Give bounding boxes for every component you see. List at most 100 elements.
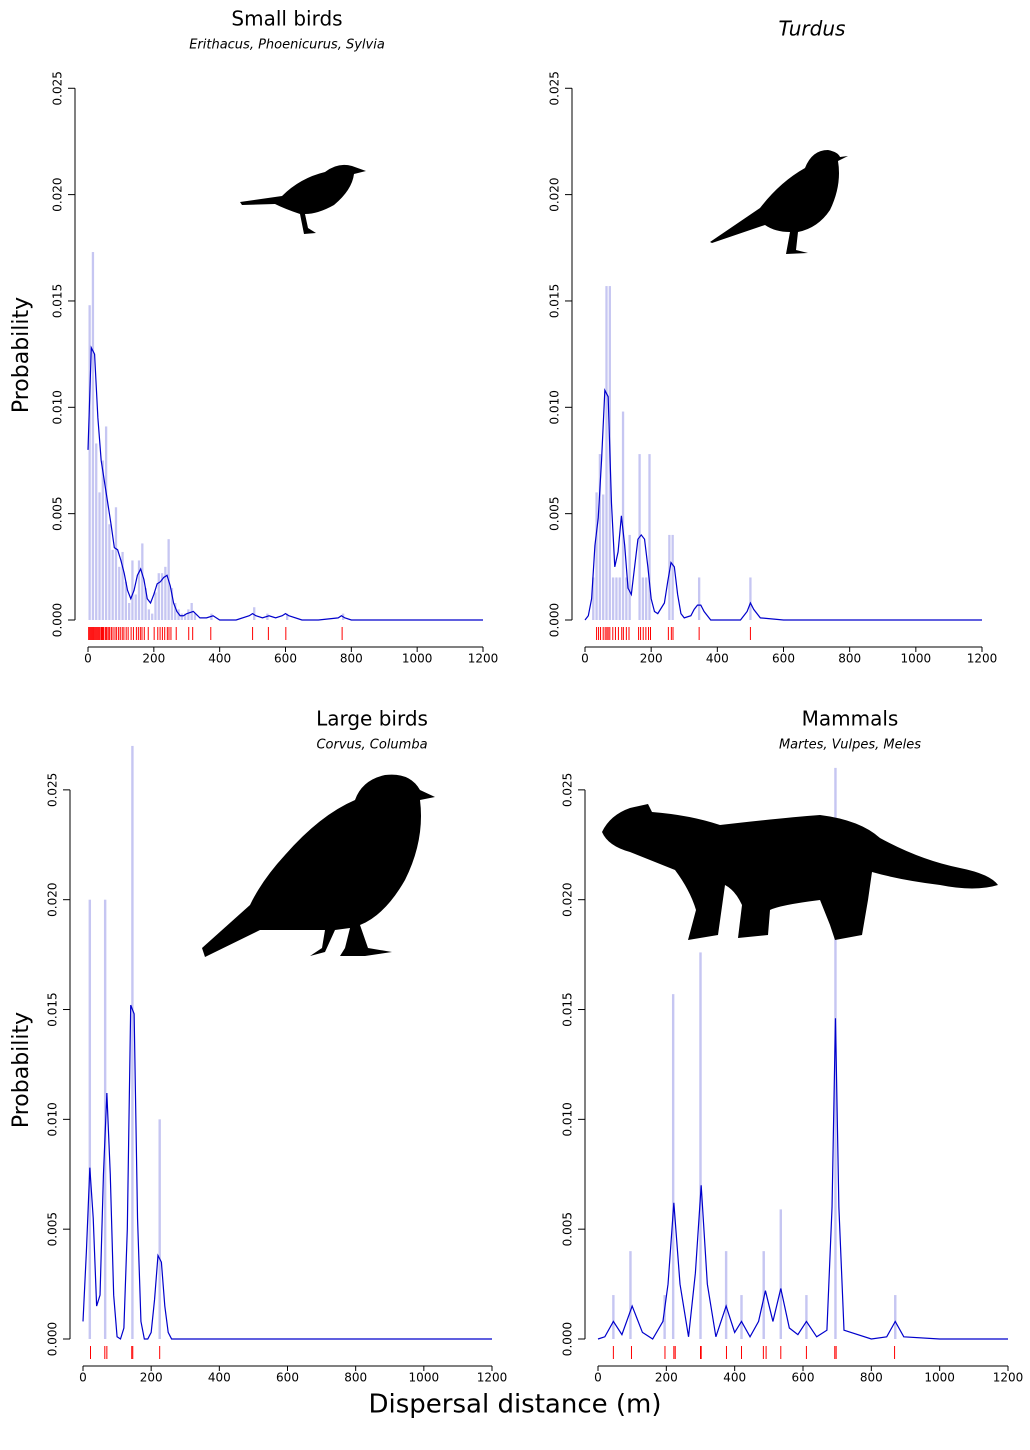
histogram-bar	[89, 305, 91, 620]
x-tick-label: 1200	[993, 1371, 1024, 1385]
histogram-bar	[98, 492, 100, 620]
x-tick-label: 1000	[402, 652, 433, 666]
panel-title: Mammals	[802, 707, 899, 731]
histogram-bar	[725, 1251, 727, 1339]
histogram-bar	[128, 603, 130, 620]
histogram-bar	[672, 994, 674, 1339]
histogram-bar	[151, 614, 153, 620]
y-axis-label: Probability	[9, 297, 34, 413]
y-tick-label: 0.020	[51, 177, 65, 211]
y-tick-label: 0.005	[561, 1212, 575, 1246]
histogram-bar	[105, 426, 107, 620]
y-tick-label: 0.000	[561, 1322, 575, 1356]
x-tick-label: 0	[581, 652, 589, 666]
histogram-bar	[780, 1209, 782, 1339]
x-tick-label: 800	[344, 1371, 367, 1385]
histogram-bar	[645, 577, 647, 620]
histogram-bar	[158, 1119, 160, 1339]
x-tick-label: 1200	[468, 652, 499, 666]
y-tick-label: 0.010	[46, 1102, 60, 1136]
crow-silhouette	[202, 775, 435, 957]
x-tick-label: 800	[340, 652, 363, 666]
x-tick-label: 400	[706, 652, 729, 666]
y-tick-label: 0.025	[46, 773, 60, 807]
histogram-bar	[698, 577, 700, 620]
y-tick-label: 0.015	[548, 284, 562, 318]
x-tick-label: 600	[274, 652, 297, 666]
y-axis-label: Probability	[9, 1012, 34, 1128]
histogram-bar	[164, 567, 166, 620]
x-tick-label: 1000	[924, 1371, 955, 1385]
x-tick-label: 200	[140, 1371, 163, 1385]
histogram-bar	[141, 543, 143, 620]
y-tick-label: 0.000	[548, 603, 562, 637]
y-tick-label: 0.010	[561, 1102, 575, 1136]
x-tick-label: 200	[655, 1371, 678, 1385]
x-tick-label: 400	[208, 652, 231, 666]
histogram-bar	[615, 577, 617, 620]
density-line	[598, 1018, 1008, 1339]
thrush-silhouette	[710, 150, 848, 254]
y-tick-label: 0.025	[561, 773, 575, 807]
histogram-bar	[629, 1251, 631, 1339]
panel-subtitle: Erithacus, Phoenicurus, Sylvia	[189, 38, 385, 53]
histogram-bar	[612, 1295, 614, 1339]
histogram-bar	[95, 443, 97, 620]
density-line	[585, 390, 982, 620]
histogram-bar	[102, 460, 104, 620]
x-tick-label: 0	[79, 1371, 87, 1385]
y-tick-label: 0.015	[51, 284, 65, 318]
x-tick-label: 0	[84, 652, 92, 666]
y-tick-label: 0.005	[46, 1212, 60, 1246]
x-tick-label: 0	[594, 1371, 602, 1385]
histogram-bar	[158, 573, 160, 620]
x-tick-label: 800	[860, 1371, 883, 1385]
x-tick-label: 1000	[901, 652, 932, 666]
y-tick-label: 0.020	[46, 883, 60, 917]
histogram-bar	[740, 1295, 742, 1339]
x-tick-label: 1200	[967, 652, 998, 666]
histogram-bar	[805, 1295, 807, 1339]
histogram-bar	[108, 524, 110, 620]
histogram-bar	[112, 550, 114, 620]
histogram-bar	[642, 577, 644, 620]
x-tick-label: 1000	[409, 1371, 440, 1385]
y-tick-label: 0.005	[548, 496, 562, 530]
y-tick-label: 0.015	[561, 992, 575, 1026]
histogram-bar	[672, 535, 674, 620]
y-tick-label: 0.000	[51, 603, 65, 637]
histogram-bar	[135, 594, 137, 620]
histogram-bar	[602, 495, 604, 620]
x-tick-label: 400	[208, 1371, 231, 1385]
histogram-bar	[622, 412, 624, 620]
density-line	[83, 1005, 492, 1339]
x-tick-label: 600	[772, 652, 795, 666]
histogram-bar	[699, 952, 701, 1339]
panel-subtitle: Corvus, Columba	[316, 738, 427, 753]
histogram-bar	[92, 252, 94, 620]
histogram-bar	[181, 614, 183, 620]
y-tick-label: 0.005	[51, 496, 65, 530]
x-tick-label: 400	[723, 1371, 746, 1385]
y-tick-label: 0.025	[51, 71, 65, 105]
small-bird-silhouette	[240, 165, 366, 234]
histogram-bar	[131, 746, 133, 1339]
y-tick-label: 0.015	[46, 992, 60, 1026]
density-line	[88, 348, 483, 620]
histogram-bar	[894, 1295, 896, 1339]
histogram-bar	[619, 577, 621, 620]
panel-subtitle: Martes, Vulpes, Meles	[779, 738, 921, 753]
y-tick-label: 0.025	[548, 71, 562, 105]
panel-title: Small birds	[231, 7, 342, 31]
y-tick-label: 0.010	[548, 390, 562, 424]
histogram-bar	[749, 577, 751, 620]
panel-title: Large birds	[316, 707, 428, 731]
panel-title: Turdus	[779, 17, 846, 41]
histogram-bar	[154, 592, 156, 620]
x-tick-label: 600	[792, 1371, 815, 1385]
badger-silhouette	[602, 804, 998, 940]
x-tick-label: 1200	[477, 1371, 508, 1385]
histogram-bar	[629, 535, 631, 620]
x-tick-label: 600	[276, 1371, 299, 1385]
page: {"xlabel": "Dispersal distance (m)", "ch…	[0, 0, 1030, 1450]
